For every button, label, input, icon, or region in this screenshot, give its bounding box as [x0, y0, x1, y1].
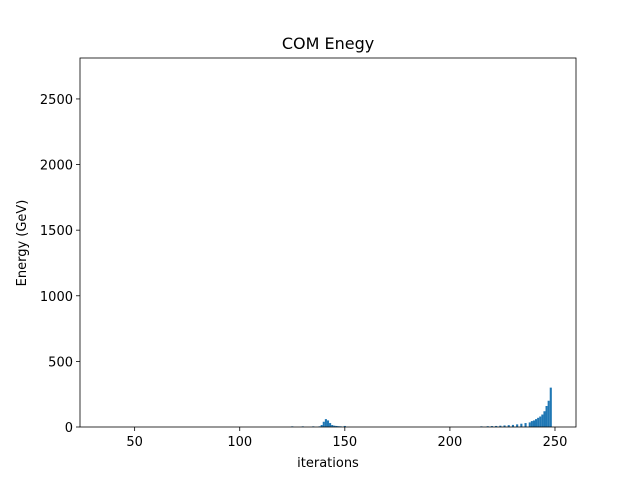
bar	[524, 423, 527, 427]
bar	[516, 424, 519, 427]
y-tick-label: 1500	[40, 224, 73, 239]
bar	[507, 425, 510, 427]
bar	[535, 419, 538, 427]
y-tick-label: 2000	[40, 159, 73, 174]
x-tick-label: 50	[126, 435, 143, 450]
bar	[499, 425, 502, 427]
y-tick-label: 2500	[40, 93, 73, 108]
y-tick-label: 500	[48, 355, 73, 370]
bar	[343, 425, 346, 427]
bar	[331, 425, 334, 427]
bar	[532, 420, 536, 427]
bar	[539, 416, 542, 427]
x-tick-label: 250	[543, 435, 568, 450]
y-tick-label: 1000	[40, 290, 73, 305]
y-tick-label: 0	[65, 421, 73, 436]
x-tick-label: 200	[437, 435, 462, 450]
bar	[547, 400, 550, 427]
bar	[324, 419, 327, 427]
bar	[495, 425, 498, 427]
plot-frame	[79, 57, 577, 428]
bar	[322, 421, 325, 427]
bar	[503, 425, 506, 427]
bar	[333, 425, 336, 427]
bar	[543, 411, 546, 427]
x-tick-label: 100	[227, 435, 252, 450]
bar	[511, 424, 514, 427]
bar	[541, 414, 544, 427]
bar	[335, 425, 338, 427]
bar	[329, 423, 332, 427]
chart-title: COM Enegy	[282, 34, 374, 53]
bar	[530, 421, 533, 427]
bar	[520, 423, 523, 427]
y-axis-label: Energy (GeV)	[15, 200, 30, 287]
bar	[537, 417, 540, 427]
x-axis-label: iterations	[297, 456, 359, 471]
bar	[320, 425, 323, 427]
x-tick-label: 150	[332, 435, 357, 450]
bar	[549, 387, 552, 427]
bar	[490, 426, 493, 427]
bar	[545, 406, 548, 427]
bar	[528, 422, 531, 427]
bar	[326, 420, 330, 427]
